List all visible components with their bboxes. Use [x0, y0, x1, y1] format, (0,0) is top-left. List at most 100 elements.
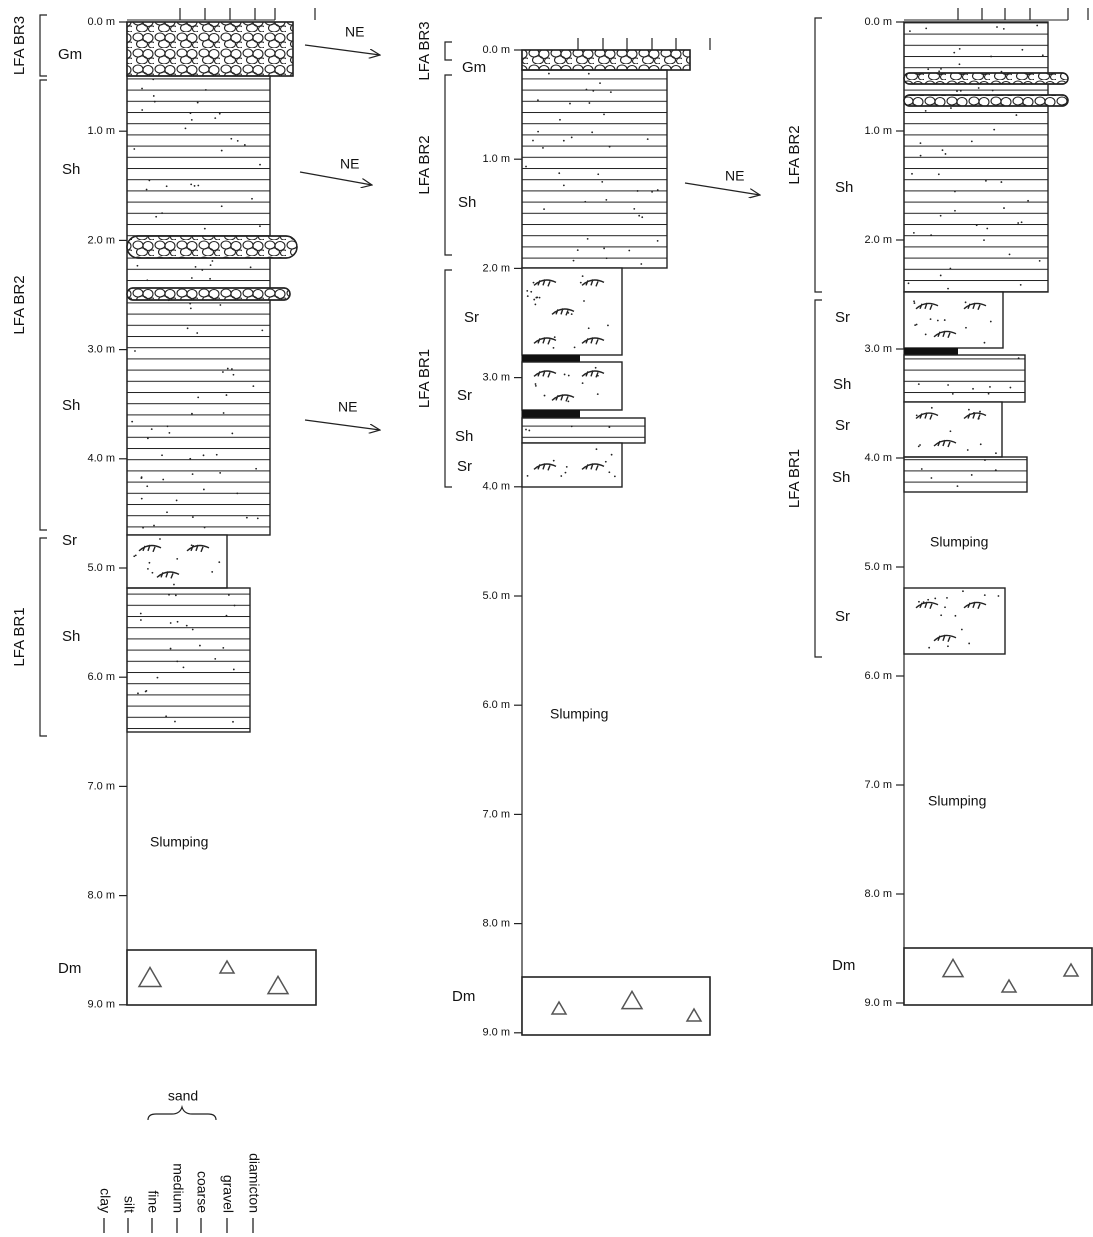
sand-grain [191, 544, 193, 546]
sand-grain [525, 166, 527, 168]
depth-label: 5.0 m [864, 561, 892, 573]
sand-grain [984, 594, 986, 596]
sand-grain [950, 430, 952, 432]
laminated-sand-bed [522, 418, 645, 443]
sand-grain [528, 430, 530, 432]
sand-grain [563, 140, 565, 142]
sand-grain [979, 411, 981, 413]
gravel-lens-fill [904, 95, 1068, 106]
sand-grain [916, 415, 918, 417]
sand-grain [641, 216, 643, 218]
sand-grain [168, 594, 170, 596]
sand-grain [567, 400, 569, 402]
sand-grain [527, 475, 529, 477]
lfa-label: LFA BR1 [11, 607, 28, 666]
sand-grain [211, 571, 213, 573]
sand-grain [554, 336, 556, 338]
sand-grain [153, 95, 155, 97]
sand-grain [998, 595, 1000, 597]
sand-grain [1036, 25, 1038, 27]
sand-grain [146, 279, 148, 281]
sand-grain [141, 109, 143, 111]
sand-grain [187, 327, 189, 329]
sand-grain [921, 468, 923, 470]
sand-grain [141, 498, 143, 500]
sand-grain [568, 375, 570, 377]
sand-grain [931, 477, 933, 479]
sand-grain [925, 334, 927, 336]
sand-grain [587, 238, 589, 240]
sand-grain [937, 320, 939, 322]
depth-label: 9.0 m [864, 997, 892, 1009]
sand-grain [231, 433, 233, 435]
sand-grain [944, 319, 946, 321]
sand-grain [946, 597, 948, 599]
facies-code: Sh [455, 428, 473, 445]
sand-grain [201, 269, 203, 271]
sand-grain [606, 257, 608, 259]
lfa-label: LFA BR3 [11, 16, 28, 75]
depth-label: 8.0 m [87, 890, 115, 902]
sand-grain [560, 475, 562, 477]
sand-grain [971, 140, 973, 142]
sand-grain [968, 643, 970, 645]
sand-grain [566, 466, 568, 468]
sand-grain [992, 90, 994, 92]
sand-grain [651, 191, 653, 193]
sand-grain [219, 304, 221, 306]
sand-grain [592, 90, 594, 92]
sand-grain [244, 144, 246, 146]
sand-grain [988, 393, 990, 395]
sand-grain [539, 297, 541, 299]
sand-grain [535, 383, 537, 385]
sand-grain [175, 595, 177, 597]
sand-grain [614, 475, 616, 477]
lfa-bracket [445, 75, 452, 255]
sand-grain [192, 629, 194, 631]
lfa-label: LFA BR2 [786, 125, 803, 184]
sand-grain [985, 180, 987, 182]
legend-class: medium [170, 1163, 186, 1213]
sand-grain [553, 347, 555, 349]
sand-grain [222, 647, 224, 649]
sand-grain [176, 558, 178, 560]
sand-grain [233, 669, 235, 671]
sand-grain [177, 621, 179, 623]
sand-grain [920, 155, 922, 157]
sand-grain [194, 185, 196, 187]
sand-grain [563, 184, 565, 186]
sand-grain [949, 268, 951, 270]
laminated-sand-bed [127, 588, 250, 732]
sand-grain [234, 605, 236, 607]
depth-label: 1.0 m [87, 125, 115, 137]
facies-code: Sr [835, 417, 850, 434]
facies-code: Gm [462, 59, 486, 76]
sand-grain [1020, 284, 1022, 286]
sand-grain [157, 677, 159, 679]
sand-grain [927, 599, 929, 601]
sand-grain [250, 266, 252, 268]
annotation: NE [338, 399, 357, 415]
sand-grain [227, 368, 229, 370]
sand-grain [1039, 260, 1041, 262]
sand-grain [1042, 54, 1044, 56]
sand-grain [944, 606, 946, 608]
sand-grain [1009, 253, 1011, 255]
sand-grain [176, 660, 178, 662]
sand-grain [588, 102, 590, 104]
depth-label: 2.0 m [482, 262, 510, 274]
sand-grain [137, 265, 139, 267]
depth-label: 2.0 m [87, 234, 115, 246]
sand-grain [996, 26, 998, 28]
sand-grain [532, 140, 534, 142]
sand-grain [221, 205, 223, 207]
sand-grain [628, 250, 630, 252]
sand-grain [161, 454, 163, 456]
depth-label: 1.0 m [864, 125, 892, 137]
sand-grain [959, 48, 961, 50]
sand-grain [938, 173, 940, 175]
sand-grain [940, 215, 942, 217]
sand-grain [537, 131, 539, 133]
sand-grain [189, 458, 191, 460]
rippled-sand-bed [127, 535, 227, 588]
